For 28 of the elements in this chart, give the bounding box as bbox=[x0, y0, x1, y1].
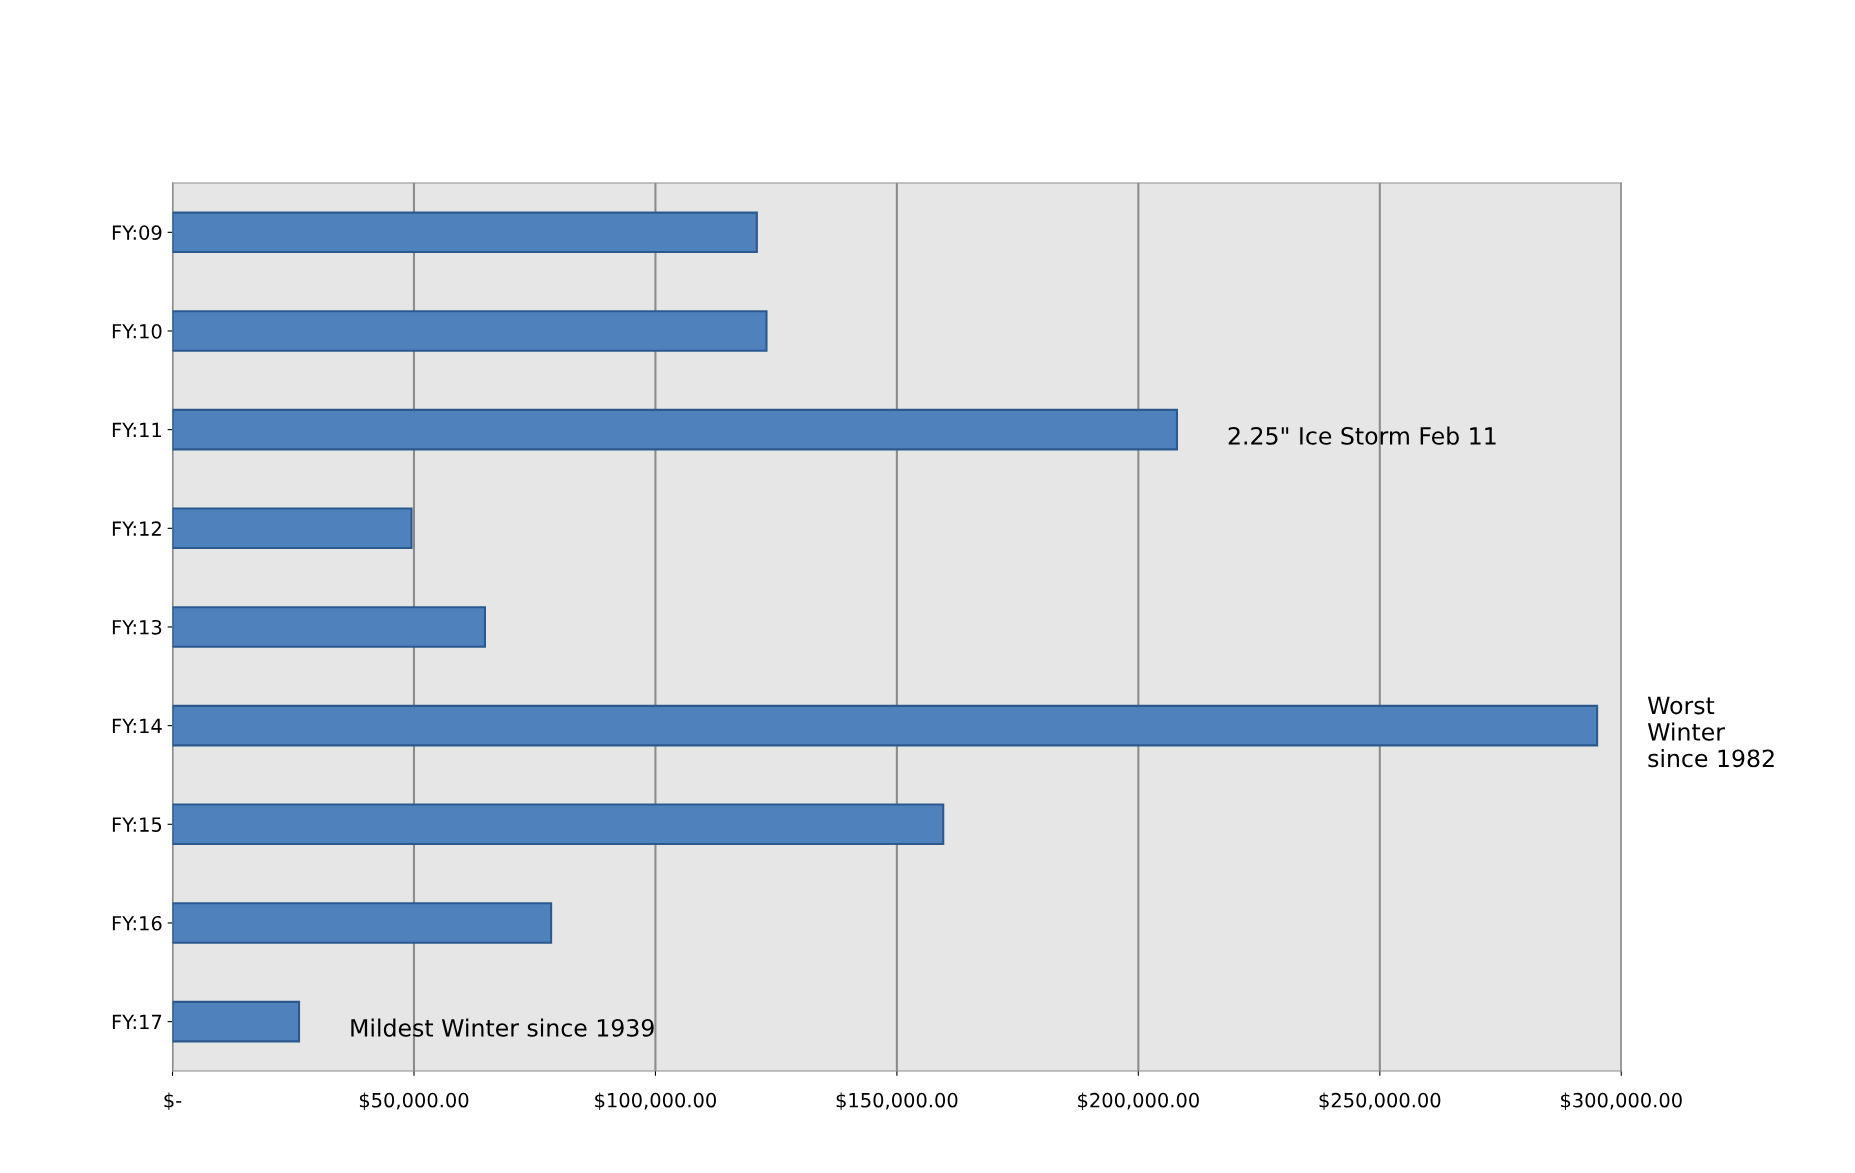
y-tick-label: FY:16 bbox=[112, 915, 162, 931]
annotation: 2.25" Ice Storm Feb 11 bbox=[1228, 426, 1496, 445]
y-tick-label: FY:17 bbox=[112, 1014, 162, 1030]
x-tick-label: $150,000.00 bbox=[836, 1092, 958, 1111]
y-tick-label: FY:11 bbox=[112, 422, 161, 438]
annotation: Worst Winter since 1982 bbox=[1647, 696, 1774, 768]
y-tick-label: FY:13 bbox=[112, 619, 162, 635]
x-tick-label: $- bbox=[164, 1092, 182, 1111]
bar bbox=[172, 507, 413, 550]
y-tick-label: FY:14 bbox=[112, 718, 162, 734]
bar bbox=[172, 902, 553, 944]
bar bbox=[172, 1000, 301, 1043]
x-tick-label: $250,000.00 bbox=[1319, 1092, 1441, 1111]
x-tick-label: $200,000.00 bbox=[1078, 1092, 1199, 1111]
bar bbox=[172, 803, 945, 846]
bar bbox=[172, 211, 758, 254]
y-tick-label: FY:12 bbox=[112, 521, 161, 536]
x-tick-label: $100,000.00 bbox=[595, 1092, 716, 1111]
y-tick-label: FY:09 bbox=[112, 225, 162, 240]
bar bbox=[172, 606, 486, 648]
bar bbox=[172, 310, 768, 352]
y-tick-label: FY:10 bbox=[112, 323, 162, 339]
y-tick-label: FY:15 bbox=[112, 817, 162, 832]
bar bbox=[172, 704, 1599, 747]
x-tick-label: $300,000.00 bbox=[1561, 1092, 1682, 1111]
annotation: Mildest Winter since 1939 bbox=[351, 1018, 654, 1037]
bar bbox=[172, 408, 1179, 451]
x-tick-label: $50,000.00 bbox=[359, 1092, 469, 1111]
